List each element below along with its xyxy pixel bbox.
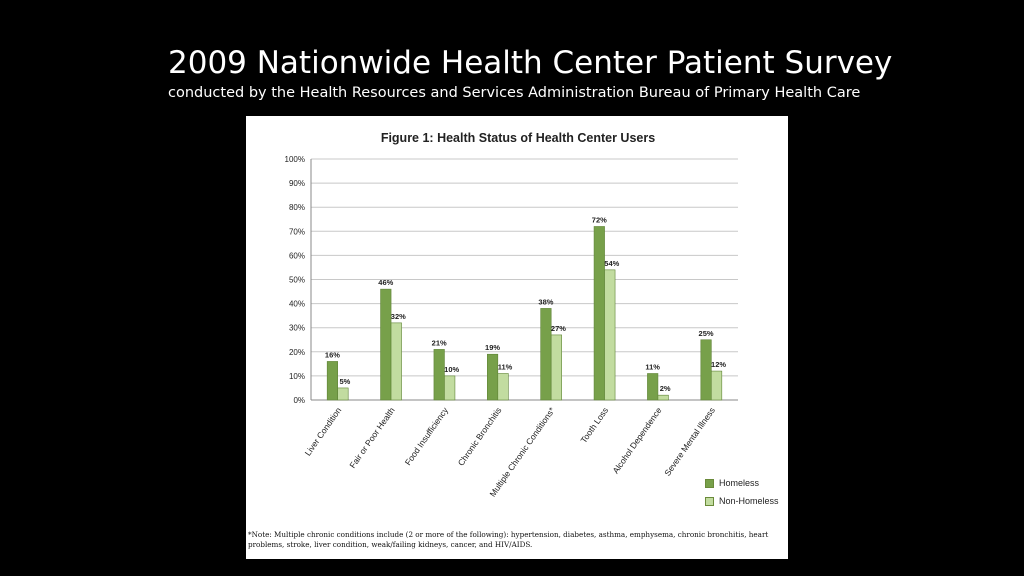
bar-non-homeless: [337, 387, 349, 401]
legend-item-homeless: Homeless: [705, 474, 779, 492]
y-tick-label: 30%: [289, 324, 305, 333]
legend-item-non-homeless: Non-Homeless: [705, 492, 779, 510]
y-tick-label: 50%: [289, 276, 305, 285]
legend-label-homeless: Homeless: [719, 478, 760, 488]
data-label: 32%: [391, 312, 406, 321]
data-label: 11%: [645, 362, 660, 371]
footnote: *Note: Multiple chronic conditions inclu…: [248, 530, 769, 549]
y-tick-label: 40%: [289, 300, 305, 309]
legend-swatch-homeless: [705, 478, 714, 488]
data-label: 54%: [604, 259, 619, 268]
data-label: 38%: [538, 297, 553, 306]
x-category-label: Chronic Bronchitis: [456, 405, 504, 467]
bar-homeless: [433, 349, 445, 401]
y-tick-label: 20%: [289, 348, 305, 357]
bar-non-homeless: [550, 334, 562, 401]
legend-label-non-homeless: Non-Homeless: [719, 496, 779, 506]
slide-subtitle: conducted by the Health Resources and Se…: [168, 85, 861, 101]
bar-homeless: [647, 373, 659, 401]
data-label: 11%: [498, 362, 513, 371]
chart-title: Figure 1: Health Status of Health Center…: [381, 131, 655, 145]
y-tick-label: 0%: [293, 396, 305, 405]
data-label: 72%: [592, 215, 607, 224]
bar-homeless: [593, 226, 605, 401]
bar-non-homeless: [657, 394, 669, 401]
data-label: 2%: [660, 384, 671, 393]
x-category-label: Tooth Loss: [578, 405, 610, 444]
data-label: 21%: [432, 338, 447, 347]
x-category-label: Fair or Poor Health: [347, 405, 397, 470]
data-label: 25%: [699, 329, 714, 338]
x-category-label: Severe Mental Illness: [662, 405, 717, 477]
data-label: 46%: [378, 278, 393, 287]
y-tick-label: 90%: [289, 179, 305, 188]
bar-non-homeless: [604, 269, 616, 401]
bar-non-homeless: [711, 370, 723, 401]
data-label: 16%: [325, 350, 340, 359]
bar-homeless: [326, 361, 338, 401]
legend-swatch-non-homeless: [705, 496, 714, 506]
figure-panel: Figure 1: Health Status of Health Center…: [246, 116, 788, 559]
x-category-label: Alcohol Dependence: [610, 405, 663, 475]
y-tick-label: 100%: [285, 155, 305, 164]
bar-non-homeless: [390, 322, 402, 401]
x-category-label: Liver Condition: [303, 405, 344, 457]
bar-non-homeless: [444, 375, 456, 401]
data-label: 19%: [485, 343, 500, 352]
y-tick-label: 80%: [289, 203, 305, 212]
slide-title: 2009 Nationwide Health Center Patient Su…: [168, 45, 893, 81]
y-tick-label: 60%: [289, 251, 305, 260]
bar-homeless: [540, 308, 552, 401]
y-tick-label: 70%: [289, 227, 305, 236]
data-label: 10%: [444, 365, 459, 374]
x-category-label: Food Insufficiency: [403, 405, 451, 467]
legend: Homeless Non-Homeless: [705, 474, 779, 510]
y-tick-label: 10%: [289, 372, 305, 381]
data-label: 27%: [551, 324, 566, 333]
bar-homeless: [380, 288, 392, 401]
data-label: 12%: [711, 360, 726, 369]
bar-non-homeless: [497, 373, 509, 401]
bar-homeless: [487, 353, 499, 401]
bar-homeless: [700, 339, 712, 401]
chart-svg: Figure 1: Health Status of Health Center…: [285, 131, 738, 499]
data-label: 5%: [340, 377, 351, 386]
